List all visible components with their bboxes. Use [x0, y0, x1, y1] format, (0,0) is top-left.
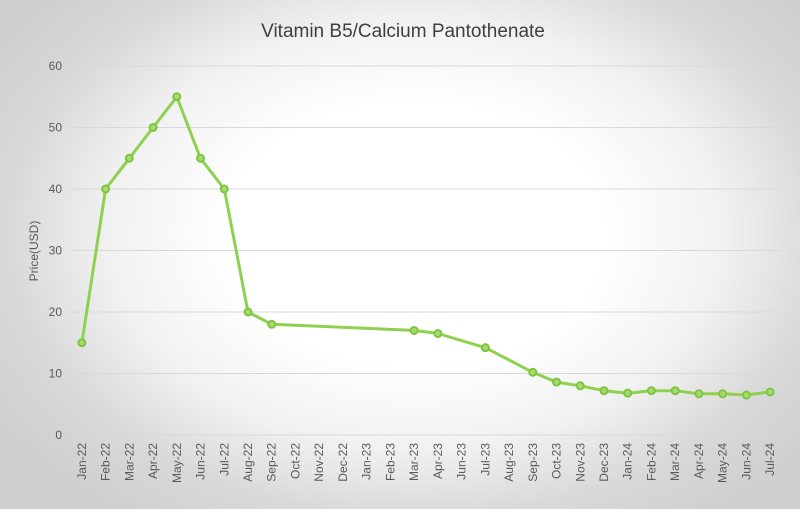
data-point — [219, 184, 229, 194]
x-tick-label: Apr-24 — [692, 443, 706, 479]
y-tick-label: 40 — [49, 182, 63, 196]
data-point — [694, 389, 704, 399]
x-tick-label: May-22 — [170, 443, 184, 483]
x-tick-label: Jun-24 — [739, 443, 753, 480]
x-tick-label: Mar-23 — [407, 443, 421, 481]
x-tick-label: Mar-22 — [122, 443, 136, 481]
chart-title: Vitamin B5/Calcium Pantothenate — [261, 21, 545, 42]
data-point — [741, 390, 751, 400]
x-tick-label: Dec-23 — [597, 443, 611, 482]
y-tick-label: 50 — [49, 121, 63, 135]
x-tick-label: May-24 — [716, 443, 730, 483]
data-point — [77, 338, 87, 348]
data-point — [646, 386, 656, 396]
x-tick-label: Nov-23 — [573, 443, 587, 482]
data-point — [172, 92, 182, 102]
data-point — [101, 184, 111, 194]
data-point — [409, 325, 419, 335]
x-tick-label: Feb-23 — [383, 443, 397, 481]
x-tick-label: Oct-23 — [550, 443, 564, 479]
x-tick-label: Dec-22 — [336, 443, 350, 482]
x-tick-label: Jan-23 — [360, 443, 374, 480]
y-tick-label: 20 — [49, 305, 63, 319]
x-tick-label: Oct-22 — [288, 443, 302, 479]
x-tick-label: Nov-22 — [312, 443, 326, 482]
data-point — [148, 123, 158, 132]
data-point — [196, 153, 206, 163]
y-tick-label: 60 — [49, 59, 63, 73]
x-tick-label: Sep-23 — [526, 443, 540, 482]
data-point — [599, 386, 609, 396]
data-point — [552, 377, 562, 387]
y-tick-label: 30 — [49, 244, 63, 258]
data-point — [267, 319, 277, 329]
y-axis-ticks: 0 10 20 30 40 50 60 — [49, 59, 63, 442]
y-axis-title: Price(USD) — [27, 221, 41, 282]
data-point — [528, 367, 538, 377]
x-tick-label: Feb-22 — [99, 443, 113, 481]
gridlines — [70, 65, 782, 436]
y-tick-label: 10 — [49, 367, 63, 381]
x-tick-label: Jul-24 — [763, 443, 777, 476]
series-layer — [77, 92, 775, 400]
data-point — [433, 329, 443, 339]
x-tick-label: Sep-22 — [265, 443, 279, 482]
data-point — [765, 387, 775, 397]
x-tick-label: Jan-22 — [75, 443, 89, 480]
x-tick-label: Jun-22 — [194, 443, 208, 480]
x-tick-label: Jan-24 — [621, 443, 635, 480]
x-tick-label: Apr-22 — [146, 443, 160, 479]
series-line — [80, 95, 772, 397]
data-point — [718, 389, 728, 399]
x-tick-label: Jul-22 — [217, 443, 231, 476]
data-point — [670, 386, 680, 396]
data-point — [575, 381, 585, 391]
y-tick-label: 0 — [55, 428, 62, 442]
data-point — [480, 343, 490, 353]
x-tick-label: Feb-24 — [644, 443, 658, 481]
data-point — [124, 153, 134, 163]
x-tick-label: Aug-22 — [241, 443, 255, 482]
x-axis-ticks: Jan-22 Feb-22 Mar-22 Apr-22 May-22 Jun-22 Jul-… — [75, 443, 777, 483]
x-tick-label: Aug-23 — [502, 443, 516, 482]
x-tick-label: Apr-23 — [431, 443, 445, 479]
x-tick-label: Jun-23 — [455, 443, 469, 480]
x-tick-label: Mar-24 — [668, 443, 682, 481]
data-point — [623, 388, 633, 398]
data-point — [243, 307, 253, 317]
x-tick-label: Jul-23 — [478, 443, 492, 476]
